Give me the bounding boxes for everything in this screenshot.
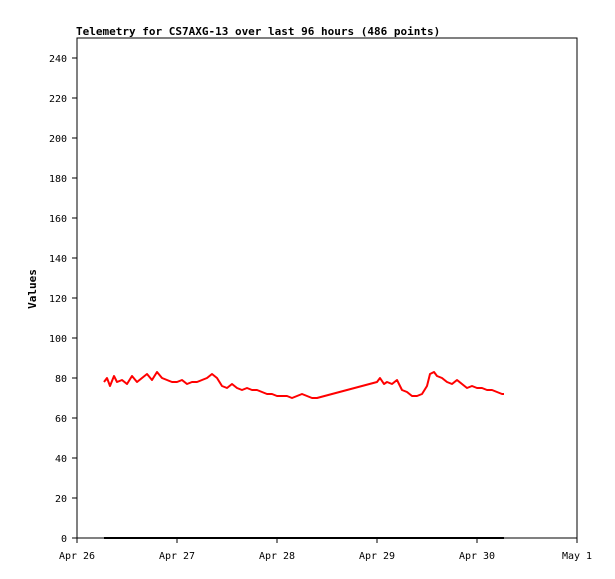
y-tick-label: 100: [49, 334, 67, 345]
y-tick-label: 160: [49, 214, 67, 225]
x-tick-label: Apr 27: [159, 551, 195, 562]
x-tick-label: Apr 29: [359, 551, 395, 562]
y-tick-label: 80: [55, 374, 67, 385]
x-axis: Apr 26 Apr 27 Apr 28 Apr 29 Apr 30 May 1: [59, 538, 592, 562]
y-tick-label: 20: [55, 494, 67, 505]
x-tick-label: May 1: [562, 551, 592, 562]
y-tick-label: 40: [55, 454, 67, 465]
y-tick-label: 240: [49, 54, 67, 65]
y-tick-label: 60: [55, 414, 67, 425]
x-tick-label: Apr 26: [59, 551, 95, 562]
y-tick-label: 220: [49, 94, 67, 105]
y-tick-label: 200: [49, 134, 67, 145]
y-tick-label: 0: [61, 534, 67, 545]
series-lines: [103, 371, 504, 539]
y-tick-label: 120: [49, 294, 67, 305]
plot-frame: [76, 37, 578, 539]
y-axis: 0 20 40 60 80 100 120 140 160 180 200 220 240: [49, 54, 77, 545]
y-axis-label: Values: [26, 269, 39, 309]
y-tick-label: 140: [49, 254, 67, 265]
y-tick-label: 180: [49, 174, 67, 185]
x-tick-label: Apr 30: [459, 551, 495, 562]
x-tick-label: Apr 28: [259, 551, 295, 562]
series-1-line: [103, 371, 504, 399]
chart-title: Telemetry for CS7AXG-13 over last 96 hou…: [76, 25, 440, 38]
